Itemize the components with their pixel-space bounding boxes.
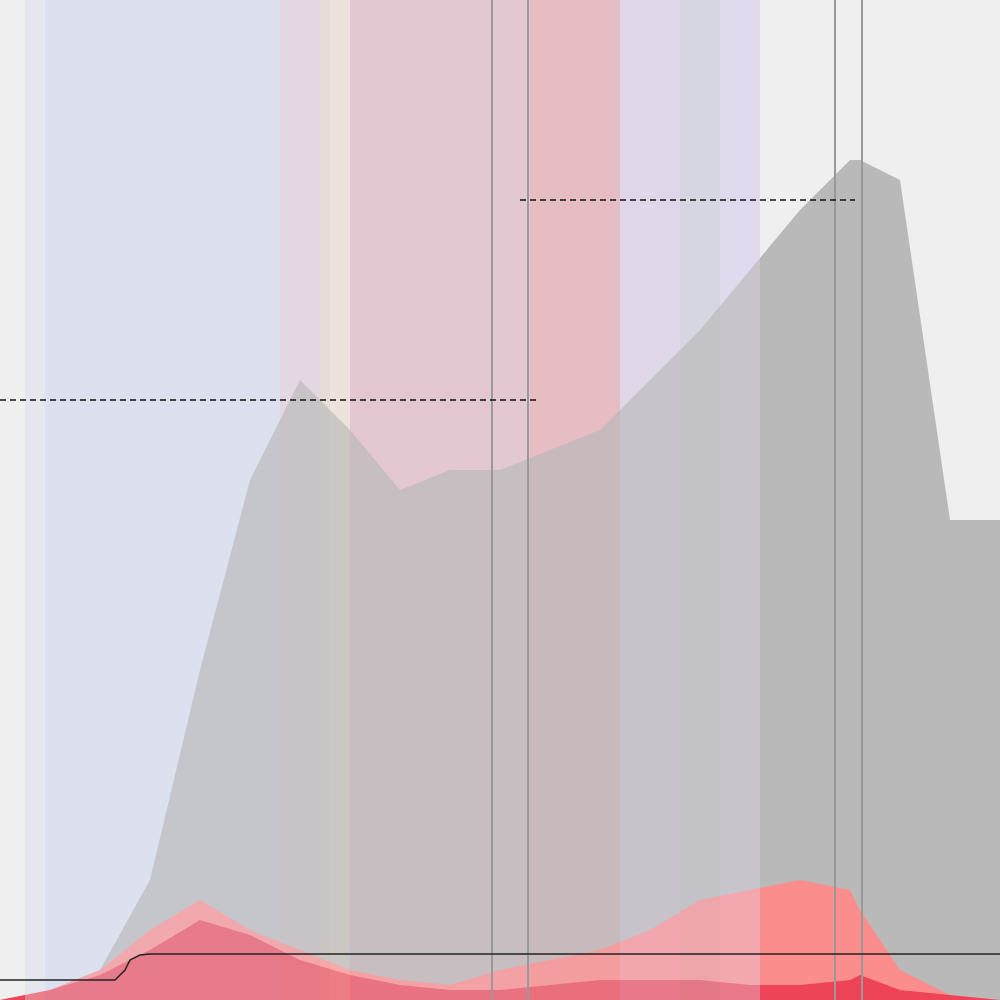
- band-overlay-9: [720, 0, 760, 1000]
- band-overlay-4: [330, 0, 350, 1000]
- band-overlay-7: [620, 0, 680, 1000]
- band-overlay-5: [350, 0, 530, 1000]
- step-line: [0, 953, 1000, 981]
- band-overlay-2: [280, 0, 320, 1000]
- area-series-2: [0, 920, 1000, 1000]
- background-band-0: [25, 0, 45, 1000]
- area-series-0: [0, 160, 1000, 1000]
- band-overlay-8: [680, 0, 720, 1000]
- band-overlay-3: [320, 0, 330, 1000]
- band-overlay-6: [530, 0, 620, 1000]
- band-overlay-1: [45, 0, 280, 1000]
- band-overlay-0: [25, 0, 45, 1000]
